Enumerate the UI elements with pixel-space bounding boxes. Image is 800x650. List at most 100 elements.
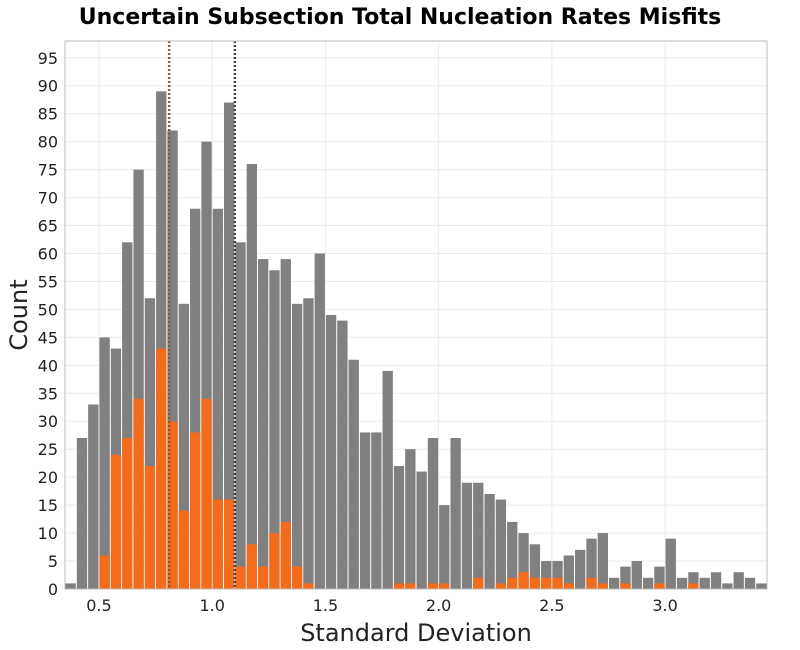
- bar: [269, 533, 280, 589]
- bar: [257, 566, 269, 589]
- bar: [393, 583, 405, 589]
- bar: [88, 404, 99, 589]
- bar: [382, 370, 393, 589]
- bar: [224, 102, 235, 590]
- y-tick-label: 75: [38, 161, 58, 180]
- bar: [65, 583, 76, 589]
- bar: [291, 566, 303, 589]
- bar: [156, 91, 167, 589]
- plot-frame: [64, 40, 768, 590]
- bar: [201, 398, 212, 589]
- x-tick-label: 3.0: [652, 596, 677, 615]
- bar: [405, 583, 416, 589]
- x-tick-label: 0.5: [86, 596, 111, 615]
- reference-lines: [167, 41, 237, 589]
- bar: [348, 359, 359, 589]
- bar: [303, 298, 314, 589]
- bar: [473, 577, 484, 589]
- chart-title: Uncertain Subsection Total Nucleation Ra…: [79, 5, 721, 30]
- y-tick-label: 15: [38, 496, 58, 515]
- bar: [325, 315, 337, 589]
- bar: [654, 583, 665, 589]
- bar: [257, 259, 269, 589]
- bar: [631, 561, 642, 589]
- bar: [246, 164, 257, 590]
- bar: [99, 555, 110, 589]
- y-tick-label: 90: [38, 77, 58, 96]
- y-tick-label: 20: [38, 468, 58, 487]
- bar: [133, 169, 144, 589]
- bar: [495, 499, 507, 589]
- bar: [224, 499, 235, 589]
- x-tick-label: 2.0: [426, 596, 451, 615]
- y-tick-label: 5: [48, 552, 58, 571]
- bar: [122, 242, 133, 589]
- bar: [597, 583, 608, 589]
- bar: [552, 561, 563, 589]
- bar: [518, 533, 529, 589]
- bar: [495, 583, 507, 589]
- bar: [710, 572, 722, 589]
- bar: [597, 533, 608, 589]
- bar: [642, 577, 654, 589]
- bar: [144, 298, 156, 589]
- bar: [665, 538, 676, 589]
- bar: [201, 141, 212, 589]
- y-tick-label: 85: [38, 105, 58, 124]
- y-tick-label: 55: [38, 272, 58, 291]
- bar: [450, 438, 461, 589]
- y-tick-label: 10: [38, 524, 58, 543]
- bar: [620, 583, 631, 589]
- bar: [676, 577, 688, 589]
- bar: [416, 471, 427, 589]
- bar: [744, 577, 756, 589]
- bar: [439, 583, 450, 589]
- bar: [371, 432, 382, 589]
- bar: [427, 583, 439, 589]
- bar: [167, 421, 178, 589]
- bar: [280, 259, 291, 589]
- bar: [507, 521, 518, 589]
- bar: [575, 549, 586, 589]
- bar: [235, 566, 246, 589]
- bar: [518, 572, 529, 589]
- y-axis-label: Count: [5, 279, 33, 350]
- y-tick-label: 25: [38, 440, 58, 459]
- bar: [586, 577, 597, 589]
- bar: [393, 465, 405, 589]
- bar: [167, 130, 178, 589]
- y-tick-label: 70: [38, 189, 58, 208]
- y-tick-label: 65: [38, 217, 58, 236]
- bar: [756, 583, 767, 589]
- bar: [699, 577, 710, 589]
- bar: [688, 583, 699, 589]
- series-subset-bars: [99, 348, 699, 589]
- y-tick-label: 0: [48, 580, 58, 599]
- bar: [269, 270, 280, 589]
- bar: [733, 572, 744, 589]
- bar: [246, 544, 257, 589]
- bar: [212, 499, 224, 589]
- y-tick-label: 45: [38, 328, 58, 347]
- bar: [722, 583, 733, 589]
- x-tick-label: 1.5: [313, 596, 338, 615]
- bar: [484, 493, 495, 589]
- bar: [144, 465, 156, 589]
- y-axis-ticks: 0 5 10 15 20 25 30 35 40 45 50 55 60 65 70 75 80 85 90 95: [38, 49, 58, 599]
- y-tick-label: 35: [38, 384, 58, 403]
- bar: [427, 438, 439, 589]
- series-all-bars: [65, 91, 767, 590]
- bar: [461, 482, 473, 589]
- bar: [190, 432, 201, 589]
- bar: [133, 398, 144, 589]
- bar: [439, 505, 450, 589]
- bar: [405, 449, 416, 589]
- bar: [541, 561, 552, 589]
- bar: [552, 577, 563, 589]
- bar: [563, 555, 575, 589]
- bar: [122, 438, 133, 589]
- x-axis-ticks: 0.5 1.0 1.5 2.0 2.5 3.0: [86, 596, 678, 615]
- bar: [337, 320, 348, 589]
- bar: [76, 438, 88, 589]
